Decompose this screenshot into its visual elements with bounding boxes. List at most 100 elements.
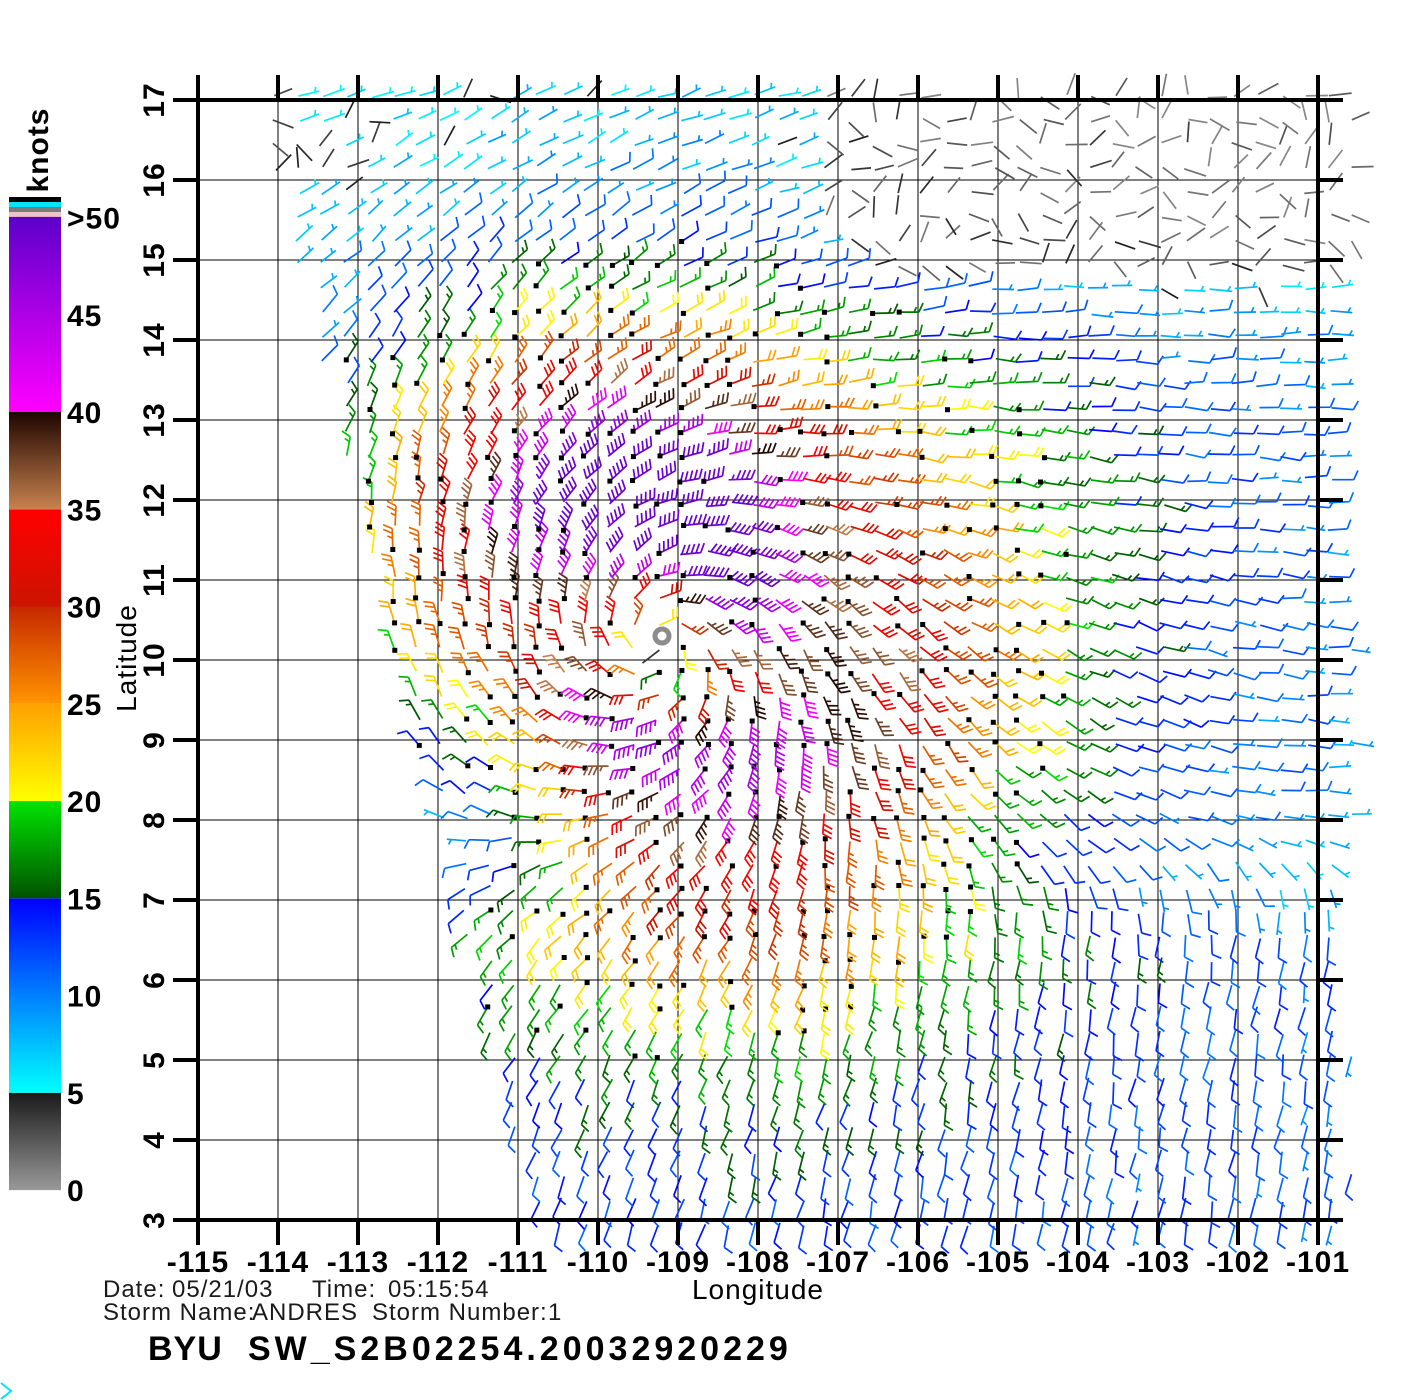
wind-barb xyxy=(573,1029,587,1056)
wind-barb xyxy=(690,768,706,796)
wind-barb xyxy=(897,862,913,888)
wind-barb xyxy=(776,446,801,458)
wind-barb xyxy=(510,841,539,852)
wind-barb xyxy=(1041,672,1070,685)
rain-flag-dot xyxy=(583,262,589,268)
rain-flag-dot xyxy=(775,1030,781,1036)
wind-barb xyxy=(423,808,445,819)
wind-barb xyxy=(1040,500,1070,511)
wind-barb xyxy=(1235,239,1255,250)
wind-barb xyxy=(600,1078,614,1107)
wind-barb xyxy=(1037,1079,1048,1107)
wind-barb xyxy=(1206,1129,1217,1156)
rain-flag-dot xyxy=(966,717,972,723)
wind-barb xyxy=(1015,841,1040,859)
wind-barb xyxy=(1302,983,1310,1004)
wind-barb xyxy=(1138,552,1167,562)
wind-barb xyxy=(550,1033,565,1062)
rain-flag-dot xyxy=(825,501,830,507)
wind-barb xyxy=(381,553,397,577)
rain-flag-dot xyxy=(727,935,733,941)
wind-barb xyxy=(1065,549,1094,559)
wind-barb xyxy=(967,399,995,411)
wind-barb xyxy=(1210,691,1237,702)
wind-barb xyxy=(970,322,994,335)
wind-barb xyxy=(1088,324,1115,337)
rain-flag-dot xyxy=(533,455,539,461)
wind-barb xyxy=(587,409,606,435)
rain-flag-dot xyxy=(537,355,543,361)
wind-barb xyxy=(1185,838,1212,851)
rain-flag-dot xyxy=(798,719,804,725)
wind-barb xyxy=(848,552,878,565)
wind-barb xyxy=(479,575,490,601)
wind-barb xyxy=(824,838,835,865)
rain-flag-dot xyxy=(870,383,876,389)
wind-barb xyxy=(1008,1150,1018,1177)
wind-barb xyxy=(1068,525,1095,535)
wind-barb xyxy=(464,380,476,409)
wind-barb xyxy=(1255,182,1275,193)
wind-barb xyxy=(1231,1175,1242,1204)
wind-barb xyxy=(561,193,581,219)
rain-flag-dot xyxy=(536,308,542,314)
wind-barb xyxy=(1184,864,1204,880)
wind-barb xyxy=(1159,445,1185,456)
wind-barb xyxy=(802,622,826,639)
wind-barb xyxy=(479,960,493,986)
wind-barb xyxy=(1164,503,1194,513)
wind-barb xyxy=(419,754,445,771)
wind-barb xyxy=(383,575,395,602)
wind-barb xyxy=(1066,169,1083,187)
colorbar-segment xyxy=(9,412,61,510)
wind-barb xyxy=(423,600,441,624)
wind-barb xyxy=(1332,470,1359,481)
rain-flag-dot xyxy=(752,932,758,937)
wind-barb xyxy=(823,234,844,244)
y-tick-label: 8 xyxy=(138,811,171,829)
wind-barb xyxy=(1162,308,1183,316)
rain-flag-dot xyxy=(585,380,591,386)
wind-barb xyxy=(1260,622,1289,632)
wind-barb xyxy=(780,398,807,411)
rain-flag-dot xyxy=(775,311,780,317)
wind-barb xyxy=(988,1152,998,1181)
wind-barb xyxy=(898,265,917,277)
wind-barb xyxy=(1136,984,1147,1012)
wind-barb xyxy=(1042,910,1058,935)
wind-barb xyxy=(397,652,418,672)
colorbar-tick-label: >50 xyxy=(67,203,121,236)
wind-barb xyxy=(465,756,491,769)
wind-barb xyxy=(502,1101,513,1129)
rain-flag-dot xyxy=(461,331,467,337)
wind-barb xyxy=(994,695,1023,711)
wind-barb xyxy=(634,553,653,579)
wind-barb xyxy=(464,429,477,456)
wind-barb xyxy=(371,122,381,143)
wind-barb xyxy=(371,87,395,99)
wind-barb xyxy=(1209,225,1230,239)
wind-barb xyxy=(1015,350,1043,364)
wind-barb xyxy=(851,78,866,97)
wind-barb xyxy=(1229,1029,1239,1058)
wind-barb xyxy=(968,213,990,223)
wind-barb xyxy=(539,359,556,387)
wind-barb xyxy=(297,203,317,218)
wind-barb xyxy=(742,984,754,1011)
wind-barb xyxy=(486,526,499,554)
wind-barb xyxy=(1163,397,1188,409)
rain-flag-dot xyxy=(968,358,974,364)
wind-barb xyxy=(1284,237,1306,246)
wind-barb xyxy=(697,1152,706,1181)
wind-barb xyxy=(560,431,577,459)
wind-barb xyxy=(491,198,508,216)
wind-barb xyxy=(967,1080,978,1108)
wind-barb xyxy=(608,694,634,706)
wind-barb xyxy=(1161,351,1181,359)
wind-barb xyxy=(1255,492,1282,503)
wind-barb xyxy=(669,1105,681,1135)
wind-barb xyxy=(536,173,559,195)
wind-barb xyxy=(802,445,828,458)
wind-barb xyxy=(1115,119,1130,137)
wind-barb xyxy=(892,1081,902,1108)
